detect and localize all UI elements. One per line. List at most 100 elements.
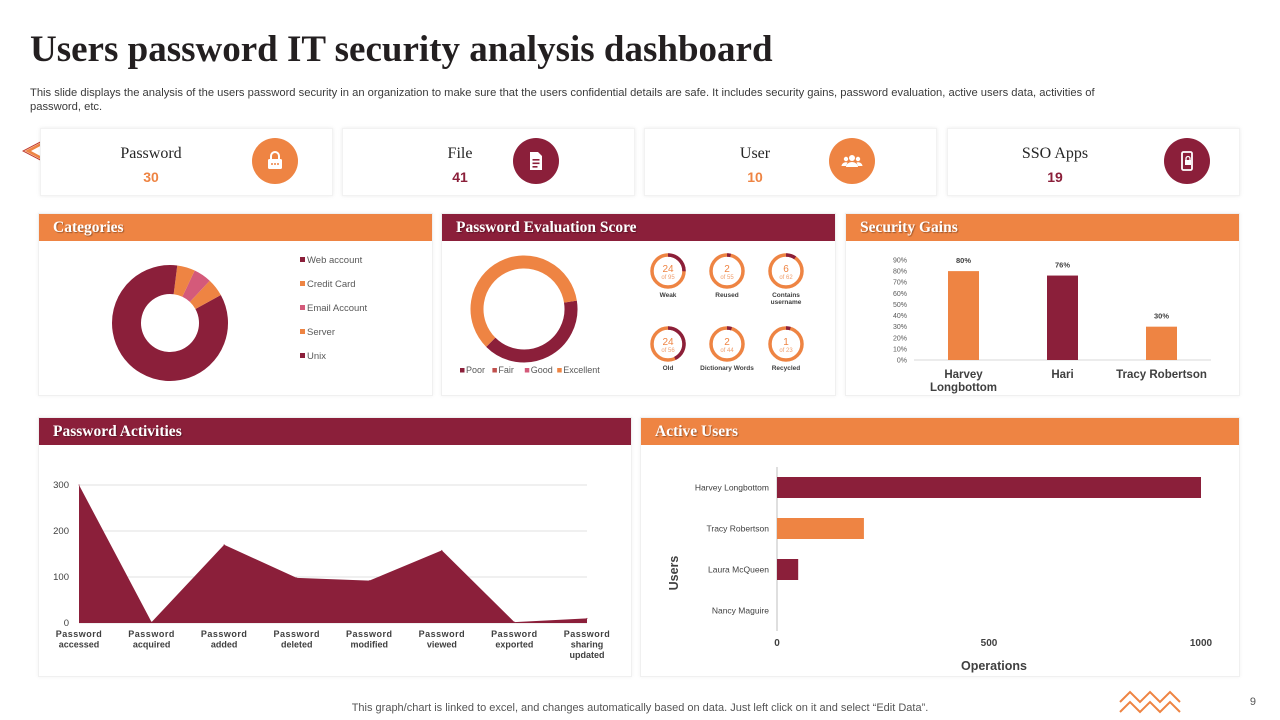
gauge-value: 2 xyxy=(724,264,730,275)
x-tick-label: 1000 xyxy=(1190,638,1213,649)
gauge-value: 6 xyxy=(783,264,789,275)
zigzag-logo-icon xyxy=(1119,690,1181,714)
data-point-5 xyxy=(441,549,443,551)
legend-label: Fair xyxy=(498,365,514,375)
active-users-chart: Harvey Longbottom Tracy Robertson Laura Mc… xyxy=(667,467,1213,673)
x-tick-label: Tracy Robertson xyxy=(1116,369,1207,381)
kpi-label: Password xyxy=(120,145,182,162)
gauge-of: of 62 xyxy=(779,275,793,281)
x-tick-label: Password xyxy=(564,629,611,639)
legend-label: Unix xyxy=(307,351,326,362)
x-tick-label: Hari xyxy=(1051,369,1073,381)
legend-swatch xyxy=(300,257,305,262)
bar-1 xyxy=(1047,275,1078,360)
legend-swatch xyxy=(460,368,465,373)
gauge-value: 24 xyxy=(662,337,674,348)
gauge-label: Old xyxy=(663,365,674,372)
data-point-0 xyxy=(78,484,80,486)
gauge-label: Reused xyxy=(715,292,739,299)
donut-slice-2 xyxy=(181,270,210,303)
gauge-of: of 44 xyxy=(720,348,734,354)
x-tick-label: sharing xyxy=(571,640,604,650)
bar-2 xyxy=(777,559,799,580)
kpi-value: 30 xyxy=(143,169,159,185)
y-tick-label: 60% xyxy=(893,291,907,298)
data-point-7 xyxy=(586,617,588,619)
y-axis-title: Users xyxy=(667,556,681,591)
legend-label: Web account xyxy=(307,255,363,266)
legend-swatch xyxy=(492,368,497,373)
legend-swatch xyxy=(557,368,562,373)
data-point-3 xyxy=(296,577,298,579)
page-number: 9 xyxy=(1249,696,1256,708)
active-users-header: Active Users xyxy=(641,418,1239,445)
legend-swatch xyxy=(300,329,305,334)
kpi-value: 10 xyxy=(747,169,763,185)
donut-slice-3 xyxy=(173,265,195,297)
categories-chart: Web account Credit Card Email Account Serve… xyxy=(112,255,368,381)
gauge-label: Dictionary Words xyxy=(700,365,754,372)
gauge-value-arc xyxy=(667,326,686,360)
x-tick-label: viewed xyxy=(427,640,457,650)
gauge-value: 2 xyxy=(724,337,730,348)
password-activities-header: Password Activities xyxy=(39,418,631,445)
x-tick-label: exported xyxy=(495,640,533,650)
x-tick-label: Password xyxy=(56,629,103,639)
x-tick-label: Password xyxy=(491,629,538,639)
x-tick-label: Password xyxy=(273,629,320,639)
y-tick-label: Laura McQueen xyxy=(708,565,769,575)
data-point-1 xyxy=(151,621,153,623)
x-tick-label: accessed xyxy=(59,640,100,650)
gauge-label: Weak xyxy=(660,292,677,299)
kpi-card-user: User 10 xyxy=(644,128,937,196)
kpi-label: SSO Apps xyxy=(1021,145,1089,162)
gauge-label: username xyxy=(771,299,802,306)
bar-0 xyxy=(948,271,979,360)
password-activities-chart: 0100200300PasswordaccessedPasswordacquir… xyxy=(53,480,611,660)
y-tick-label: 50% xyxy=(893,302,907,309)
y-tick-label: 70% xyxy=(893,280,907,287)
legend-label: Server xyxy=(307,327,335,338)
categories-panel: Categories Web account Credit Card Email A… xyxy=(38,213,433,396)
gauge-value-arc xyxy=(785,253,797,260)
x-tick-label: 0 xyxy=(774,638,780,649)
password-activities-panel: Password Activities 0 100 200 300 Password ac… xyxy=(38,417,632,677)
x-tick-label: Password xyxy=(201,629,248,639)
y-tick-label: 200 xyxy=(53,526,69,537)
legend-label: Credit Card xyxy=(307,279,356,290)
x-tick-label: Harvey xyxy=(944,369,983,381)
categories-header: Categories xyxy=(39,214,432,241)
gauge-value-arc xyxy=(785,326,791,331)
y-tick-label: 80% xyxy=(893,269,907,276)
password-lock-icon xyxy=(252,138,298,184)
bar-1 xyxy=(777,518,864,539)
kpi-label: File xyxy=(447,145,473,162)
kpi-card-sso-apps: SSO Apps 19 xyxy=(947,128,1240,196)
y-tick-label: 10% xyxy=(893,346,907,353)
gauge-of: of 95 xyxy=(661,275,675,281)
donut-slice-1 xyxy=(189,280,221,310)
bar-0 xyxy=(777,477,1201,498)
users-group-icon xyxy=(829,138,875,184)
bar-2 xyxy=(1146,326,1177,360)
gauge-value-arc xyxy=(726,326,733,331)
gauge-value: 1 xyxy=(783,337,789,348)
x-tick-label: modified xyxy=(351,640,389,650)
gauge-value-arc xyxy=(667,253,686,272)
y-tick-label: 20% xyxy=(893,335,907,342)
x-tick-label: Password xyxy=(419,629,466,639)
donut-slice-0 xyxy=(112,265,228,381)
ring-segment-0 xyxy=(486,300,578,363)
data-point-2 xyxy=(223,544,225,546)
password-evaluation-panel: Password Evaluation Score Poor Fair Good Ex… xyxy=(441,213,836,396)
gauge-label: Recycled xyxy=(772,365,801,372)
x-tick-label: Password xyxy=(346,629,393,639)
page-subtitle: This slide displays the analysis of the … xyxy=(30,87,1095,113)
x-tick-label: acquired xyxy=(133,640,171,650)
gauge-label: Contains xyxy=(772,292,800,299)
gauge-of: of 56 xyxy=(661,348,675,354)
y-tick-label: 0% xyxy=(897,358,907,365)
area-series xyxy=(79,485,587,623)
x-tick-label: updated xyxy=(570,650,605,660)
